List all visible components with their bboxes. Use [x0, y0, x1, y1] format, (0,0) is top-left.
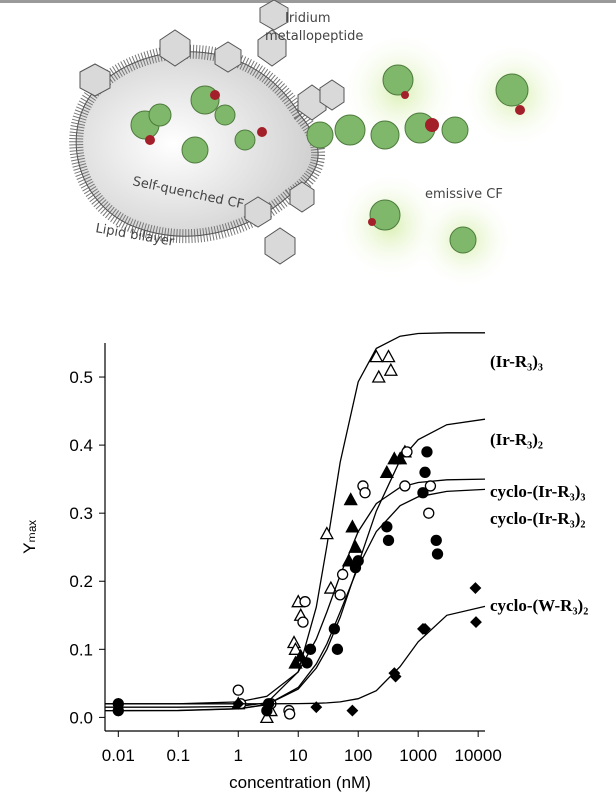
figure: Iridium metallopeptide Self-quenched CF …	[0, 0, 616, 796]
data-point	[471, 617, 481, 627]
data-point	[347, 706, 357, 716]
data-point	[302, 658, 312, 668]
x-axis-label: concentration (nM)	[229, 773, 371, 792]
series-label: cyclo-(Ir-R₃)₃	[490, 482, 585, 501]
data-point	[420, 467, 430, 477]
x-tick-label: 0.1	[166, 746, 190, 765]
chart: concentration (nM) Yₘₐₓ 0.01 0.1 1 10 100 100…	[20, 333, 588, 792]
y-axis-label: Yₘₐₓ	[20, 520, 39, 554]
data-point	[422, 447, 432, 457]
series-label: (Ir-R₃)₂	[490, 430, 543, 449]
illustration-label: emissive CF	[425, 187, 503, 202]
y-tick-label: 0.3	[69, 504, 93, 523]
data-point	[418, 488, 428, 498]
series-label: cyclo-(Ir-R₃)₂	[490, 509, 585, 528]
x-tick-label: 10000	[455, 746, 502, 765]
data-point	[300, 597, 310, 607]
data-point	[338, 569, 348, 579]
x-tick-label: 0.01	[102, 746, 135, 765]
data-point	[321, 528, 333, 539]
data-point	[335, 590, 345, 600]
data-point	[353, 556, 363, 566]
y-tick-label: 0.2	[69, 572, 93, 591]
y-tick-label: 0.5	[69, 368, 93, 387]
y-tick-label: 0.0	[69, 708, 93, 727]
data-point	[285, 709, 295, 719]
data-point	[384, 535, 394, 545]
data-point	[470, 583, 480, 593]
data-point	[402, 447, 412, 457]
data-point	[233, 685, 243, 695]
data-point	[346, 521, 358, 532]
series-label: cyclo-(W-R₃)₂	[490, 596, 588, 615]
data-point	[431, 535, 441, 545]
data-point	[329, 624, 339, 634]
data-point	[424, 508, 434, 518]
data-point	[382, 522, 392, 532]
data-point	[400, 481, 410, 491]
y-tick-label: 0.1	[69, 640, 93, 659]
data-point	[373, 371, 385, 382]
x-tick-label: 1000	[399, 746, 437, 765]
data-point	[345, 494, 357, 505]
data-point	[360, 488, 370, 498]
illustration-label: metallopeptide	[265, 29, 363, 44]
data-point	[383, 351, 395, 362]
y-tick-label: 0.4	[69, 436, 93, 455]
illustration-label: Iridium	[285, 11, 331, 26]
top-rule	[0, 0, 616, 3]
x-tick-label: 100	[344, 746, 372, 765]
x-tick-label: 1	[234, 746, 243, 765]
fit-curve	[105, 489, 485, 710]
data-point	[433, 549, 443, 559]
data-point	[381, 466, 393, 477]
data-point	[305, 644, 315, 654]
series-label: (Ir-R₃)₃	[490, 352, 543, 371]
illustration: Iridium metallopeptide Self-quenched CF …	[76, 0, 570, 290]
data-point	[385, 364, 397, 375]
data-point	[332, 644, 342, 654]
data-point	[298, 617, 308, 627]
x-tick-label: 10	[289, 746, 308, 765]
